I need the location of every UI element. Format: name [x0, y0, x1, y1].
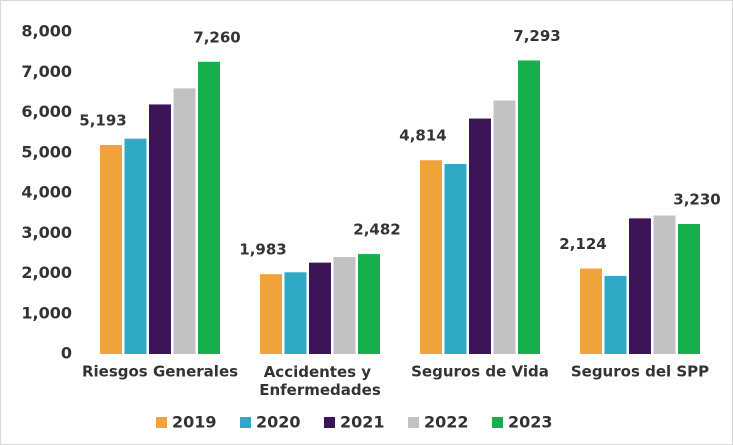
bar — [420, 160, 442, 354]
data-label: 2,124 — [559, 235, 606, 253]
bar — [149, 104, 171, 354]
legend-swatch — [408, 417, 419, 428]
y-tick-label: 6,000 — [21, 102, 72, 121]
bar — [333, 256, 356, 354]
y-tick-label: 3,000 — [21, 223, 72, 242]
bar — [580, 268, 602, 354]
legend-swatch — [240, 417, 251, 428]
y-tick-label: 4,000 — [21, 183, 72, 202]
x-tick-label: Accidentes y Enfermedades — [259, 363, 381, 399]
bar — [198, 61, 220, 354]
bar — [309, 262, 331, 354]
legend-swatch — [324, 417, 335, 428]
data-label: 5,193 — [79, 111, 126, 129]
bar — [518, 60, 540, 354]
bar — [358, 254, 380, 354]
data-label: 7,293 — [513, 27, 560, 45]
bar — [124, 138, 147, 354]
y-tick-label: 7,000 — [21, 62, 72, 81]
bar — [260, 274, 282, 354]
legend-label: 2022 — [424, 413, 469, 432]
x-tick-label: Seguros de Vida — [411, 363, 549, 381]
x-tick-label: Riesgos Generales — [82, 363, 238, 381]
legend-label: 2021 — [340, 413, 385, 432]
bar — [100, 144, 122, 354]
y-tick-label: 2,000 — [21, 263, 72, 282]
y-tick-label: 1,000 — [21, 303, 72, 322]
data-label: 1,983 — [239, 241, 286, 259]
bar — [493, 100, 516, 354]
legend-label: 2019 — [172, 413, 217, 432]
data-label: 3,230 — [673, 190, 720, 208]
legend-swatch — [156, 417, 167, 428]
legend-swatch — [492, 417, 503, 428]
bar — [173, 88, 196, 354]
legend-label: 2023 — [508, 413, 553, 432]
legend-label: 2020 — [256, 413, 301, 432]
data-label: 7,260 — [193, 28, 240, 46]
bar — [284, 272, 307, 354]
bar — [444, 164, 467, 354]
data-label: 2,482 — [353, 221, 400, 239]
bar — [653, 215, 676, 354]
bar — [604, 275, 627, 354]
x-tick-label: Seguros del SPP — [571, 363, 709, 381]
bar — [469, 118, 491, 354]
bar — [678, 223, 700, 354]
y-tick-label: 8,000 — [21, 22, 72, 41]
data-label: 4,814 — [399, 127, 446, 145]
y-tick-label: 0 — [61, 344, 72, 363]
y-tick-label: 5,000 — [21, 142, 72, 161]
bar — [629, 218, 651, 354]
